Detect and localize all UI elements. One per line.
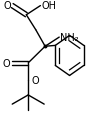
Text: OH: OH bbox=[41, 1, 56, 11]
Text: O: O bbox=[32, 75, 40, 85]
Text: O: O bbox=[4, 1, 11, 11]
Text: NH₂: NH₂ bbox=[60, 32, 79, 42]
Text: O: O bbox=[3, 58, 10, 68]
